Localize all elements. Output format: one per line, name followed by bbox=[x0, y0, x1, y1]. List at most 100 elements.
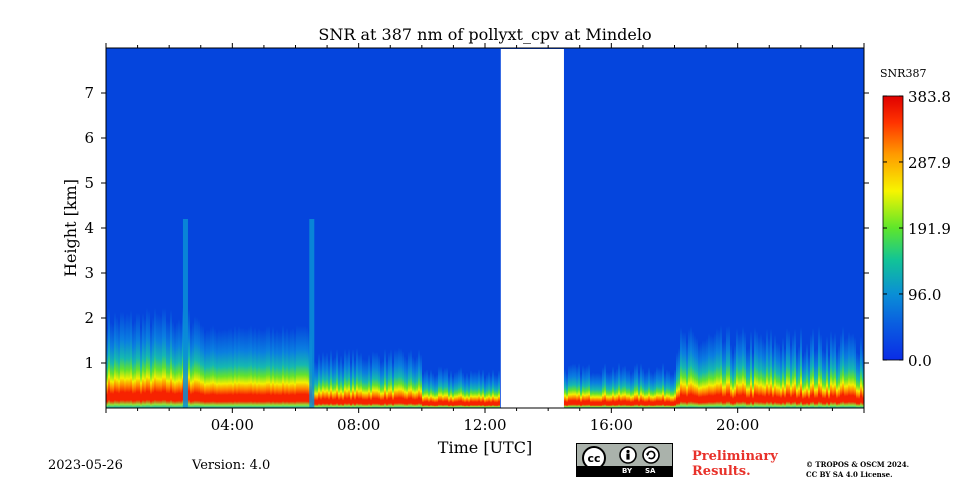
heatmap-column bbox=[336, 267, 338, 408]
heatmap-column bbox=[176, 202, 178, 408]
heatmap-column bbox=[672, 326, 674, 408]
heatmap-column bbox=[340, 282, 342, 408]
heatmap-column bbox=[214, 218, 216, 408]
heatmap-column bbox=[782, 239, 784, 408]
heatmap-column bbox=[346, 277, 348, 408]
heatmap-column bbox=[720, 210, 722, 408]
heatmap-column bbox=[200, 208, 202, 408]
heatmap-column bbox=[446, 311, 448, 408]
y-tick-label: 1 bbox=[84, 354, 94, 372]
heatmap-column bbox=[750, 224, 752, 408]
heatmap-column bbox=[668, 318, 670, 408]
heatmap-column bbox=[642, 313, 644, 408]
x-tick-label: 16:00 bbox=[590, 416, 633, 434]
heatmap-column bbox=[802, 281, 804, 408]
heatmap-column bbox=[318, 277, 320, 408]
y-tick-label: 4 bbox=[84, 219, 94, 237]
heatmap-column bbox=[386, 295, 388, 408]
heatmap-column bbox=[832, 239, 834, 408]
heatmap-column bbox=[584, 310, 586, 408]
heatmap-column bbox=[838, 258, 840, 408]
cc-license-badge[interactable]: cc BY SA bbox=[576, 443, 673, 477]
heatmap-column bbox=[678, 265, 680, 408]
heatmap-column bbox=[700, 252, 702, 408]
heatmap-column bbox=[126, 182, 128, 408]
heatmap-column bbox=[262, 222, 264, 408]
heatmap-column bbox=[106, 218, 108, 408]
heatmap-column bbox=[574, 302, 576, 408]
colorbar-ticks: 0.0 96.0 191.9 287.9 383.8 bbox=[883, 88, 951, 370]
heatmap-column bbox=[250, 211, 252, 408]
heatmap-column bbox=[124, 189, 126, 408]
cc-sa-text: SA bbox=[645, 467, 656, 475]
heatmap-column bbox=[396, 268, 398, 408]
heatmap-column bbox=[480, 326, 482, 408]
heatmap-column bbox=[820, 231, 822, 408]
heatmap-column bbox=[858, 278, 860, 408]
heatmap-column bbox=[208, 221, 210, 408]
heatmap-column bbox=[828, 280, 830, 408]
heatmap-column bbox=[330, 268, 332, 408]
heatmap-column bbox=[824, 273, 826, 408]
heatmap-column bbox=[684, 226, 686, 408]
heatmap-column bbox=[728, 211, 730, 408]
heatmap-column bbox=[698, 256, 700, 408]
heatmap-column bbox=[234, 211, 236, 408]
heatmap-column bbox=[288, 225, 290, 408]
heatmap-column bbox=[266, 213, 268, 408]
heatmap-column bbox=[326, 275, 328, 408]
heatmap-column bbox=[766, 219, 768, 408]
colorbar-label: SNR387 bbox=[880, 67, 927, 80]
heatmap-column bbox=[730, 256, 732, 408]
heatmap-column bbox=[348, 266, 350, 408]
heatmap-column bbox=[452, 332, 454, 408]
heatmap-column bbox=[740, 228, 742, 408]
heatmap-column bbox=[294, 225, 296, 408]
copyright-note: © TROPOS & OSCM 2024. CC BY SA 4.0 Licen… bbox=[806, 460, 909, 480]
heatmap-column bbox=[790, 257, 792, 408]
heatmap-column bbox=[736, 218, 738, 408]
heatmap-column bbox=[254, 215, 256, 408]
heatmap-column bbox=[708, 230, 710, 408]
x-tick-label: 08:00 bbox=[337, 416, 380, 434]
heatmap-column bbox=[652, 324, 654, 408]
heatmap-column bbox=[368, 279, 370, 408]
heatmap-column bbox=[570, 304, 572, 408]
heatmap-column bbox=[442, 318, 444, 408]
heatmap-column bbox=[128, 184, 130, 408]
heatmap-column bbox=[450, 318, 452, 408]
heatmap-column bbox=[426, 316, 428, 408]
heatmap-column bbox=[846, 239, 848, 408]
heatmap-column bbox=[764, 250, 766, 408]
heatmap-column bbox=[580, 326, 582, 408]
heatmap-column bbox=[812, 217, 814, 408]
heatmap-column bbox=[660, 314, 662, 408]
heatmap-column bbox=[636, 300, 638, 408]
heatmap-column bbox=[494, 328, 496, 408]
heatmap-column bbox=[686, 250, 688, 408]
heatmap-column bbox=[302, 212, 304, 408]
heatmap-column bbox=[418, 268, 420, 408]
heatmap-column bbox=[424, 319, 426, 408]
heatmap-column bbox=[334, 286, 336, 408]
heatmap-column bbox=[610, 321, 612, 408]
heatmap-column bbox=[164, 169, 166, 408]
svg-text:cc: cc bbox=[587, 452, 600, 465]
x-tick-label: 20:00 bbox=[716, 416, 759, 434]
heatmap-column bbox=[716, 218, 718, 408]
heatmap-column bbox=[658, 311, 660, 408]
heatmap-column bbox=[392, 298, 394, 408]
heatmap-column bbox=[162, 169, 164, 408]
heatmap-column bbox=[592, 323, 594, 408]
heatmap-column bbox=[644, 323, 646, 408]
heatmap-column bbox=[332, 291, 334, 408]
heatmap-column bbox=[710, 234, 712, 408]
heatmap-column bbox=[722, 250, 724, 408]
heatmap-column bbox=[158, 184, 160, 408]
y-tick-label: 5 bbox=[84, 174, 94, 192]
heatmap-column bbox=[240, 216, 242, 408]
heatmap-column bbox=[260, 221, 262, 408]
heatmap-column bbox=[138, 181, 140, 408]
heatmap-column bbox=[218, 220, 220, 408]
heatmap-column bbox=[150, 212, 152, 408]
